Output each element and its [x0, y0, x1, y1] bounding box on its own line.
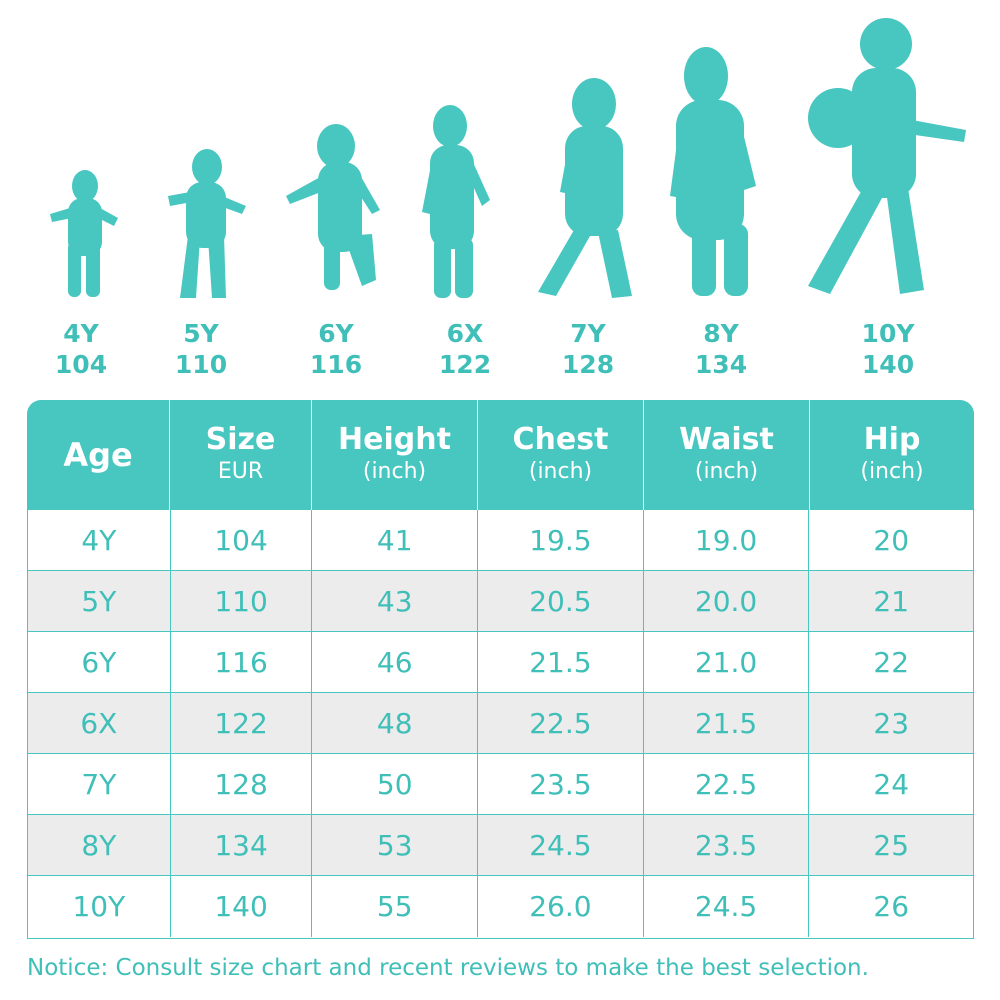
- cell-age: 8Y: [28, 815, 171, 875]
- size-label-eur: 134: [694, 350, 748, 379]
- cell-age: 6X: [28, 693, 171, 753]
- cell-chest: 24.5: [478, 815, 644, 875]
- header-size: Size EUR: [170, 400, 312, 510]
- size-label-age: 6X: [446, 319, 484, 348]
- cell-hip: 20: [873, 523, 910, 557]
- child-walking-icon: [538, 78, 632, 298]
- size-label-7y: 7Y 128: [528, 318, 648, 380]
- table-row: 6Y 116 46 21.5 21.0 22: [28, 632, 973, 693]
- cell-chest: 19.5: [478, 510, 644, 570]
- cell-height: 43: [312, 571, 479, 631]
- cell-size: 128: [171, 754, 313, 814]
- size-label-eur: 128: [561, 350, 615, 379]
- size-label-10y: 10Y 140: [828, 318, 948, 380]
- size-label-age: 5Y: [183, 319, 219, 348]
- header-chest: Chest (inch): [478, 400, 644, 510]
- cell-height: 53: [312, 815, 479, 875]
- cell-age: 10Y: [28, 876, 171, 937]
- table-row: 8Y 134 53 24.5 23.5 25: [28, 815, 973, 876]
- child-stepping-icon: [286, 124, 380, 290]
- cell-hip: 25: [873, 828, 910, 862]
- size-label-eur: 140: [861, 350, 915, 379]
- table-row: 5Y 110 43 20.5 20.0 21: [28, 571, 973, 632]
- table-row: 4Y 104 41 19.5 19.0 20: [28, 510, 973, 571]
- cell-hip: 26: [873, 890, 910, 923]
- toddler-standing-icon: [50, 170, 118, 297]
- header-waist: Waist (inch): [644, 400, 810, 510]
- size-label-5y: 5Y 110: [141, 318, 261, 380]
- cell-waist: 19.0: [644, 510, 810, 570]
- notice-text: Notice: Consult size chart and recent re…: [27, 955, 869, 981]
- cell-waist: 21.0: [644, 632, 810, 692]
- table-row: 10Y 140 55 26.0 24.5 26: [28, 876, 973, 937]
- child-silhouettes: [50, 18, 966, 298]
- header-height: Height (inch): [312, 400, 478, 510]
- header-unit: (inch): [694, 459, 759, 484]
- size-label-6y: 6Y 116: [276, 318, 396, 380]
- header-label: Size: [205, 422, 276, 457]
- header-label: Chest: [512, 422, 609, 457]
- cell-size: 134: [171, 815, 313, 875]
- cell-hip: 24: [873, 767, 910, 801]
- header-label: Waist: [679, 422, 774, 457]
- cell-height: 55: [312, 876, 479, 937]
- size-label-age: 8Y: [703, 319, 739, 348]
- size-label-eur: 104: [54, 350, 108, 379]
- cell-hip: 23: [873, 706, 910, 740]
- cell-chest: 26.0: [478, 876, 644, 937]
- cell-waist: 24.5: [644, 876, 810, 937]
- cell-chest: 20.5: [478, 571, 644, 631]
- table-row: 6X 122 48 22.5 21.5 23: [28, 693, 973, 754]
- size-label-4y: 4Y 104: [21, 318, 141, 380]
- toddler-walking-icon: [168, 149, 246, 298]
- cell-height: 50: [312, 754, 479, 814]
- size-label-eur: 116: [309, 350, 363, 379]
- size-label-age: 7Y: [570, 319, 606, 348]
- size-chart-table: Age Size EUR Height (inch) Chest (inch) …: [27, 400, 974, 939]
- cell-chest: 22.5: [478, 693, 644, 753]
- size-label-age: 10Y: [861, 319, 915, 348]
- header-age: Age: [27, 400, 170, 510]
- cell-age: 5Y: [28, 571, 171, 631]
- header-hip: Hip (inch): [810, 400, 974, 510]
- cell-chest: 23.5: [478, 754, 644, 814]
- cell-hip: 21: [873, 584, 910, 618]
- size-label-eur: 122: [438, 350, 492, 379]
- child-standing-icon: [670, 47, 756, 296]
- cell-chest: 21.5: [478, 632, 644, 692]
- cell-waist: 23.5: [644, 815, 810, 875]
- table-header: Age Size EUR Height (inch) Chest (inch) …: [27, 400, 974, 510]
- header-unit: (inch): [860, 459, 924, 484]
- size-label-age: 6Y: [318, 319, 354, 348]
- cell-height: 46: [312, 632, 479, 692]
- table-body: 4Y 104 41 19.5 19.0 20 5Y 110 43 20.5 20…: [27, 510, 974, 939]
- cell-size: 122: [171, 693, 313, 753]
- cell-size: 104: [171, 510, 313, 570]
- cell-size: 116: [171, 632, 313, 692]
- cell-age: 6Y: [28, 632, 171, 692]
- cell-waist: 20.0: [644, 571, 810, 631]
- size-label-age: 4Y: [63, 319, 99, 348]
- header-unit: (inch): [362, 459, 427, 484]
- boy-with-ball-walking-icon: [808, 18, 966, 294]
- size-label-8y: 8Y 134: [661, 318, 781, 380]
- cell-height: 48: [312, 693, 479, 753]
- cell-size: 110: [171, 571, 313, 631]
- cell-hip: 22: [873, 645, 910, 679]
- header-label: Hip: [863, 422, 921, 457]
- cell-waist: 22.5: [644, 754, 810, 814]
- size-label-eur: 110: [174, 350, 228, 379]
- cell-age: 4Y: [28, 510, 171, 570]
- child-standing-icon: [422, 105, 490, 298]
- size-label-6x: 6X 122: [405, 318, 525, 380]
- table-row: 7Y 128 50 23.5 22.5 24: [28, 754, 973, 815]
- cell-waist: 21.5: [644, 693, 810, 753]
- header-unit: EUR: [217, 459, 264, 484]
- header-label: Age: [63, 436, 133, 474]
- header-label: Height: [338, 422, 451, 457]
- header-unit: (inch): [528, 459, 593, 484]
- cell-height: 41: [312, 510, 479, 570]
- cell-age: 7Y: [28, 754, 171, 814]
- cell-size: 140: [171, 876, 313, 937]
